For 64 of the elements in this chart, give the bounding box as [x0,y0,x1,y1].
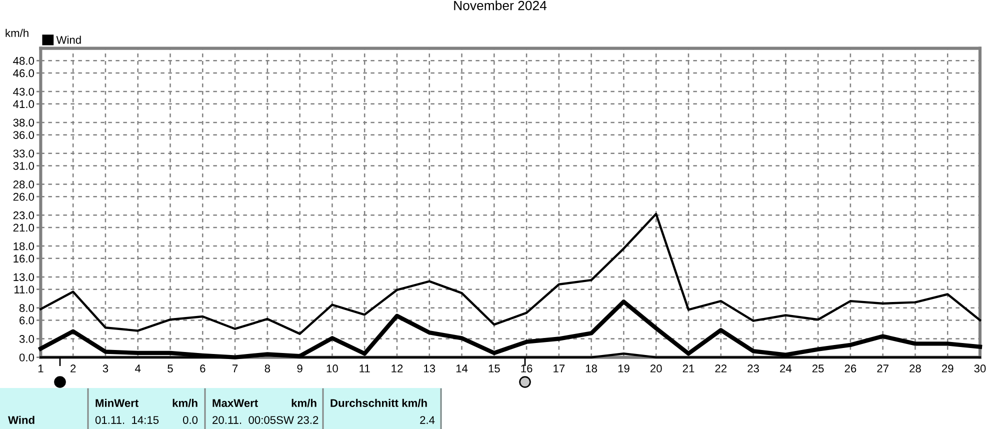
y-tick-label: 33.0 [13,150,34,158]
y-tick-label: 3.0 [19,335,34,343]
x-tick-label: 27 [877,364,888,372]
x-tick-label: 2 [70,364,76,372]
x-tick-label: 30 [974,364,986,372]
text: 01.11. 14:15 [95,416,159,424]
y-tick-label: 41.0 [13,100,34,108]
y-tick-label: 36.0 [13,131,34,139]
x-tick-label: 19 [618,364,630,372]
text: 20.11. 00:05SW 23.2 [212,416,318,424]
y-axis-title: km/h [6,28,28,37]
x-tick-label: 12 [392,364,403,372]
text: MinWert [96,398,138,407]
y-tick-label: 26.0 [13,192,34,201]
x-tick-label: 6 [200,364,206,372]
y-tick-label: 31.0 [13,162,34,170]
x-tick-label: 29 [942,364,954,372]
x-tick-label: 28 [910,364,921,372]
x-tick-label: 3 [102,364,108,372]
x-tick-label: 7 [232,364,238,372]
text: 0.0 [182,416,198,424]
x-tick-label: 23 [748,364,759,372]
y-tick-label: 21.0 [13,224,34,232]
y-tick-label: 8.0 [19,304,34,312]
y-tick-label: 13.0 [14,273,34,282]
y-tick-label: 48.0 [13,56,34,65]
x-tick-label: 17 [554,364,565,372]
chart-title: November 2024 [454,0,547,10]
x-tick-label: 25 [812,364,824,372]
text: km/h [292,398,316,408]
y-tick-label: 38.0 [13,118,34,127]
x-tick-label: 14 [456,364,468,372]
y-tick-label: 0.0 [19,354,34,362]
y-tick-label: 11.0 [14,286,34,294]
y-tick-label: 43.0 [13,88,34,96]
y-tick-label: 46.0 [13,69,34,78]
x-tick-label: 24 [780,364,792,372]
y-tick-label: 16.0 [14,254,34,263]
x-tick-label: 1 [38,364,44,372]
y-tick-label: 28.0 [13,180,34,188]
x-tick-label: 10 [326,364,338,372]
x-tick-label: 21 [682,364,694,372]
x-tick-label: 22 [715,364,727,372]
y-tick-label: 18.0 [14,242,34,250]
x-tick-label: 13 [424,364,436,372]
x-tick-label: 11 [360,364,370,372]
x-tick-label: 26 [844,364,856,372]
x-tick-label: 5 [168,364,173,372]
y-tick-label: 23.0 [13,211,34,220]
x-tick-label: 4 [135,364,141,372]
x-tick-label: 15 [488,364,500,372]
legend-label: Wind [56,36,81,44]
text: km/h [172,398,198,408]
x-tick-label: 18 [586,364,598,372]
line-series [40,212,982,335]
text: Durchschnitt km/h [330,398,427,408]
text: 2.4 [420,416,435,424]
x-tick-label: 9 [297,364,302,372]
text: MaxWert [212,399,258,407]
x-tick-label: 20 [650,364,662,372]
x-tick-label: 16 [521,364,532,372]
text: Wind [8,416,34,424]
x-tick-label: 8 [264,364,270,372]
y-tick-label: 6.0 [20,316,34,324]
